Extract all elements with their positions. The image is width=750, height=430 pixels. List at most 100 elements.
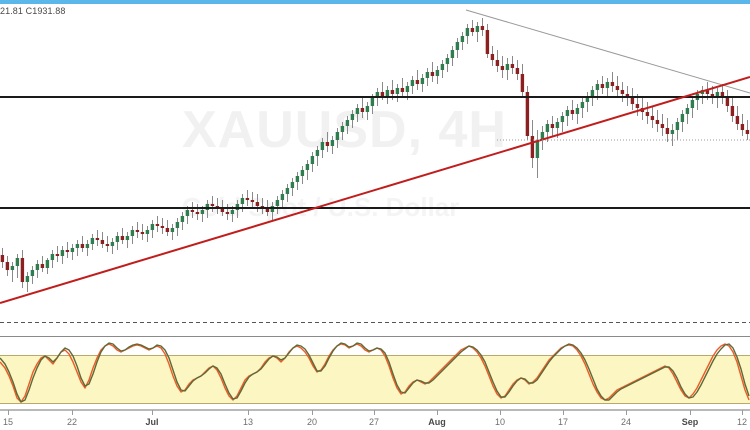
stochastic-panel[interactable] [0, 322, 750, 410]
candle-body-bull [50, 254, 55, 260]
x-axis-label: 12 [736, 417, 748, 427]
candle-body-bull [175, 222, 180, 228]
candle-body-bear [650, 116, 655, 120]
candle-body-bull [680, 114, 685, 122]
candle-body-bull [595, 84, 600, 90]
ascending-trendline[interactable] [0, 76, 750, 304]
candle-series [0, 18, 750, 292]
candle-body-bear [500, 66, 505, 70]
candle-body-bull [590, 90, 595, 96]
candle-body-bull [10, 266, 15, 270]
candle-body-bear [95, 238, 100, 240]
candle-body-bear [635, 104, 640, 108]
candle-body-bear [250, 200, 255, 202]
candle-body-bear [140, 232, 145, 234]
candle-body-bull [310, 156, 315, 164]
candle-body-bull [370, 98, 375, 106]
x-axis-labels: 15 22 Jul 13 20 27 Aug 10 17 24 Sep 12 [0, 412, 750, 430]
candle-body-bear [495, 60, 500, 66]
stochastic-guides [0, 336, 750, 404]
candle-body-bull [200, 210, 205, 214]
candle-body-bull [60, 250, 65, 256]
candle-body-bear [665, 128, 670, 134]
candle-body-bear [705, 90, 710, 94]
candle-body-bull [185, 210, 190, 216]
candle-body-bear [225, 212, 230, 214]
candle-body-bull [565, 110, 570, 116]
candle-body-bull [505, 64, 510, 70]
candle-body-bull [580, 102, 585, 108]
top-accent-bar [0, 0, 750, 4]
chart-drawings[interactable] [0, 9, 750, 304]
candle-body-bear [660, 124, 665, 128]
candle-body-bear [360, 108, 365, 112]
candle-body-bull [365, 106, 370, 112]
price-panel[interactable] [0, 4, 750, 320]
candle-body-bull [280, 194, 285, 200]
x-axis-label: 10 [494, 417, 506, 427]
x-axis-label: 22 [66, 417, 78, 427]
descending-trendline[interactable] [465, 9, 750, 94]
candle-body-bull [340, 126, 345, 132]
candle-body-bull [315, 150, 320, 156]
candle-body-bull [605, 82, 610, 88]
candle-body-bull [560, 116, 565, 122]
candle-body-bull [240, 198, 245, 204]
candle-body-bear [520, 74, 525, 92]
candle-body-bull [275, 200, 280, 206]
candle-body-bull [475, 26, 480, 32]
candle-body-bull [130, 230, 135, 236]
candle-body-bull [410, 80, 415, 86]
candle-body-bear [0, 255, 5, 262]
candle-body-bull [295, 176, 300, 182]
candle-body-bear [740, 124, 745, 130]
candle-body-bull [420, 78, 425, 84]
candle-body-bear [155, 224, 160, 226]
candle-body-bear [485, 30, 490, 54]
candle-body-bull [285, 188, 290, 194]
candle-body-bear [20, 258, 25, 282]
candle-body-bear [40, 264, 45, 268]
candle-body-bear [55, 254, 60, 256]
candle-body-bear [120, 236, 125, 240]
candle-body-bear [725, 98, 730, 106]
candle-body-bull [555, 122, 560, 128]
candle-body-bull [345, 120, 350, 126]
candle-body-bull [675, 122, 680, 130]
candle-body-bear [600, 84, 605, 88]
candle-body-bear [255, 202, 260, 206]
candle-body-bear [415, 80, 420, 84]
candle-body-bull [670, 130, 675, 134]
candle-body-bear [570, 110, 575, 114]
candle-body-bear [190, 210, 195, 212]
candle-body-bear [490, 54, 495, 60]
x-axis-label: 13 [242, 417, 254, 427]
candle-body-bear [655, 120, 660, 124]
candle-body-bear [380, 92, 385, 96]
candle-body-bull [385, 90, 390, 96]
candle-body-bear [245, 198, 250, 200]
candle-body-bull [145, 230, 150, 234]
candle-body-bull [575, 108, 580, 114]
candle-body-bull [290, 182, 295, 188]
candle-body-bull [90, 238, 95, 244]
candle-body-bear [745, 130, 750, 134]
candle-body-bull [535, 140, 540, 158]
candle-body-bull [75, 244, 80, 248]
candle-body-bull [460, 36, 465, 42]
candle-body-bear [615, 86, 620, 90]
candle-body-bear [470, 28, 475, 32]
candle-body-bear [5, 262, 10, 270]
candle-body-bull [85, 244, 90, 248]
candle-body-bull [375, 92, 380, 98]
candle-body-bear [530, 136, 535, 158]
candle-body-bull [685, 108, 690, 114]
candle-body-bull [395, 88, 400, 94]
x-axis-label: Jul [145, 417, 159, 427]
candle-body-bull [455, 42, 460, 50]
candle-body-bull [545, 124, 550, 132]
candle-body-bear [645, 112, 650, 116]
candle-body-bull [180, 216, 185, 222]
candle-body-bull [425, 72, 430, 78]
candle-body-bear [105, 244, 110, 246]
